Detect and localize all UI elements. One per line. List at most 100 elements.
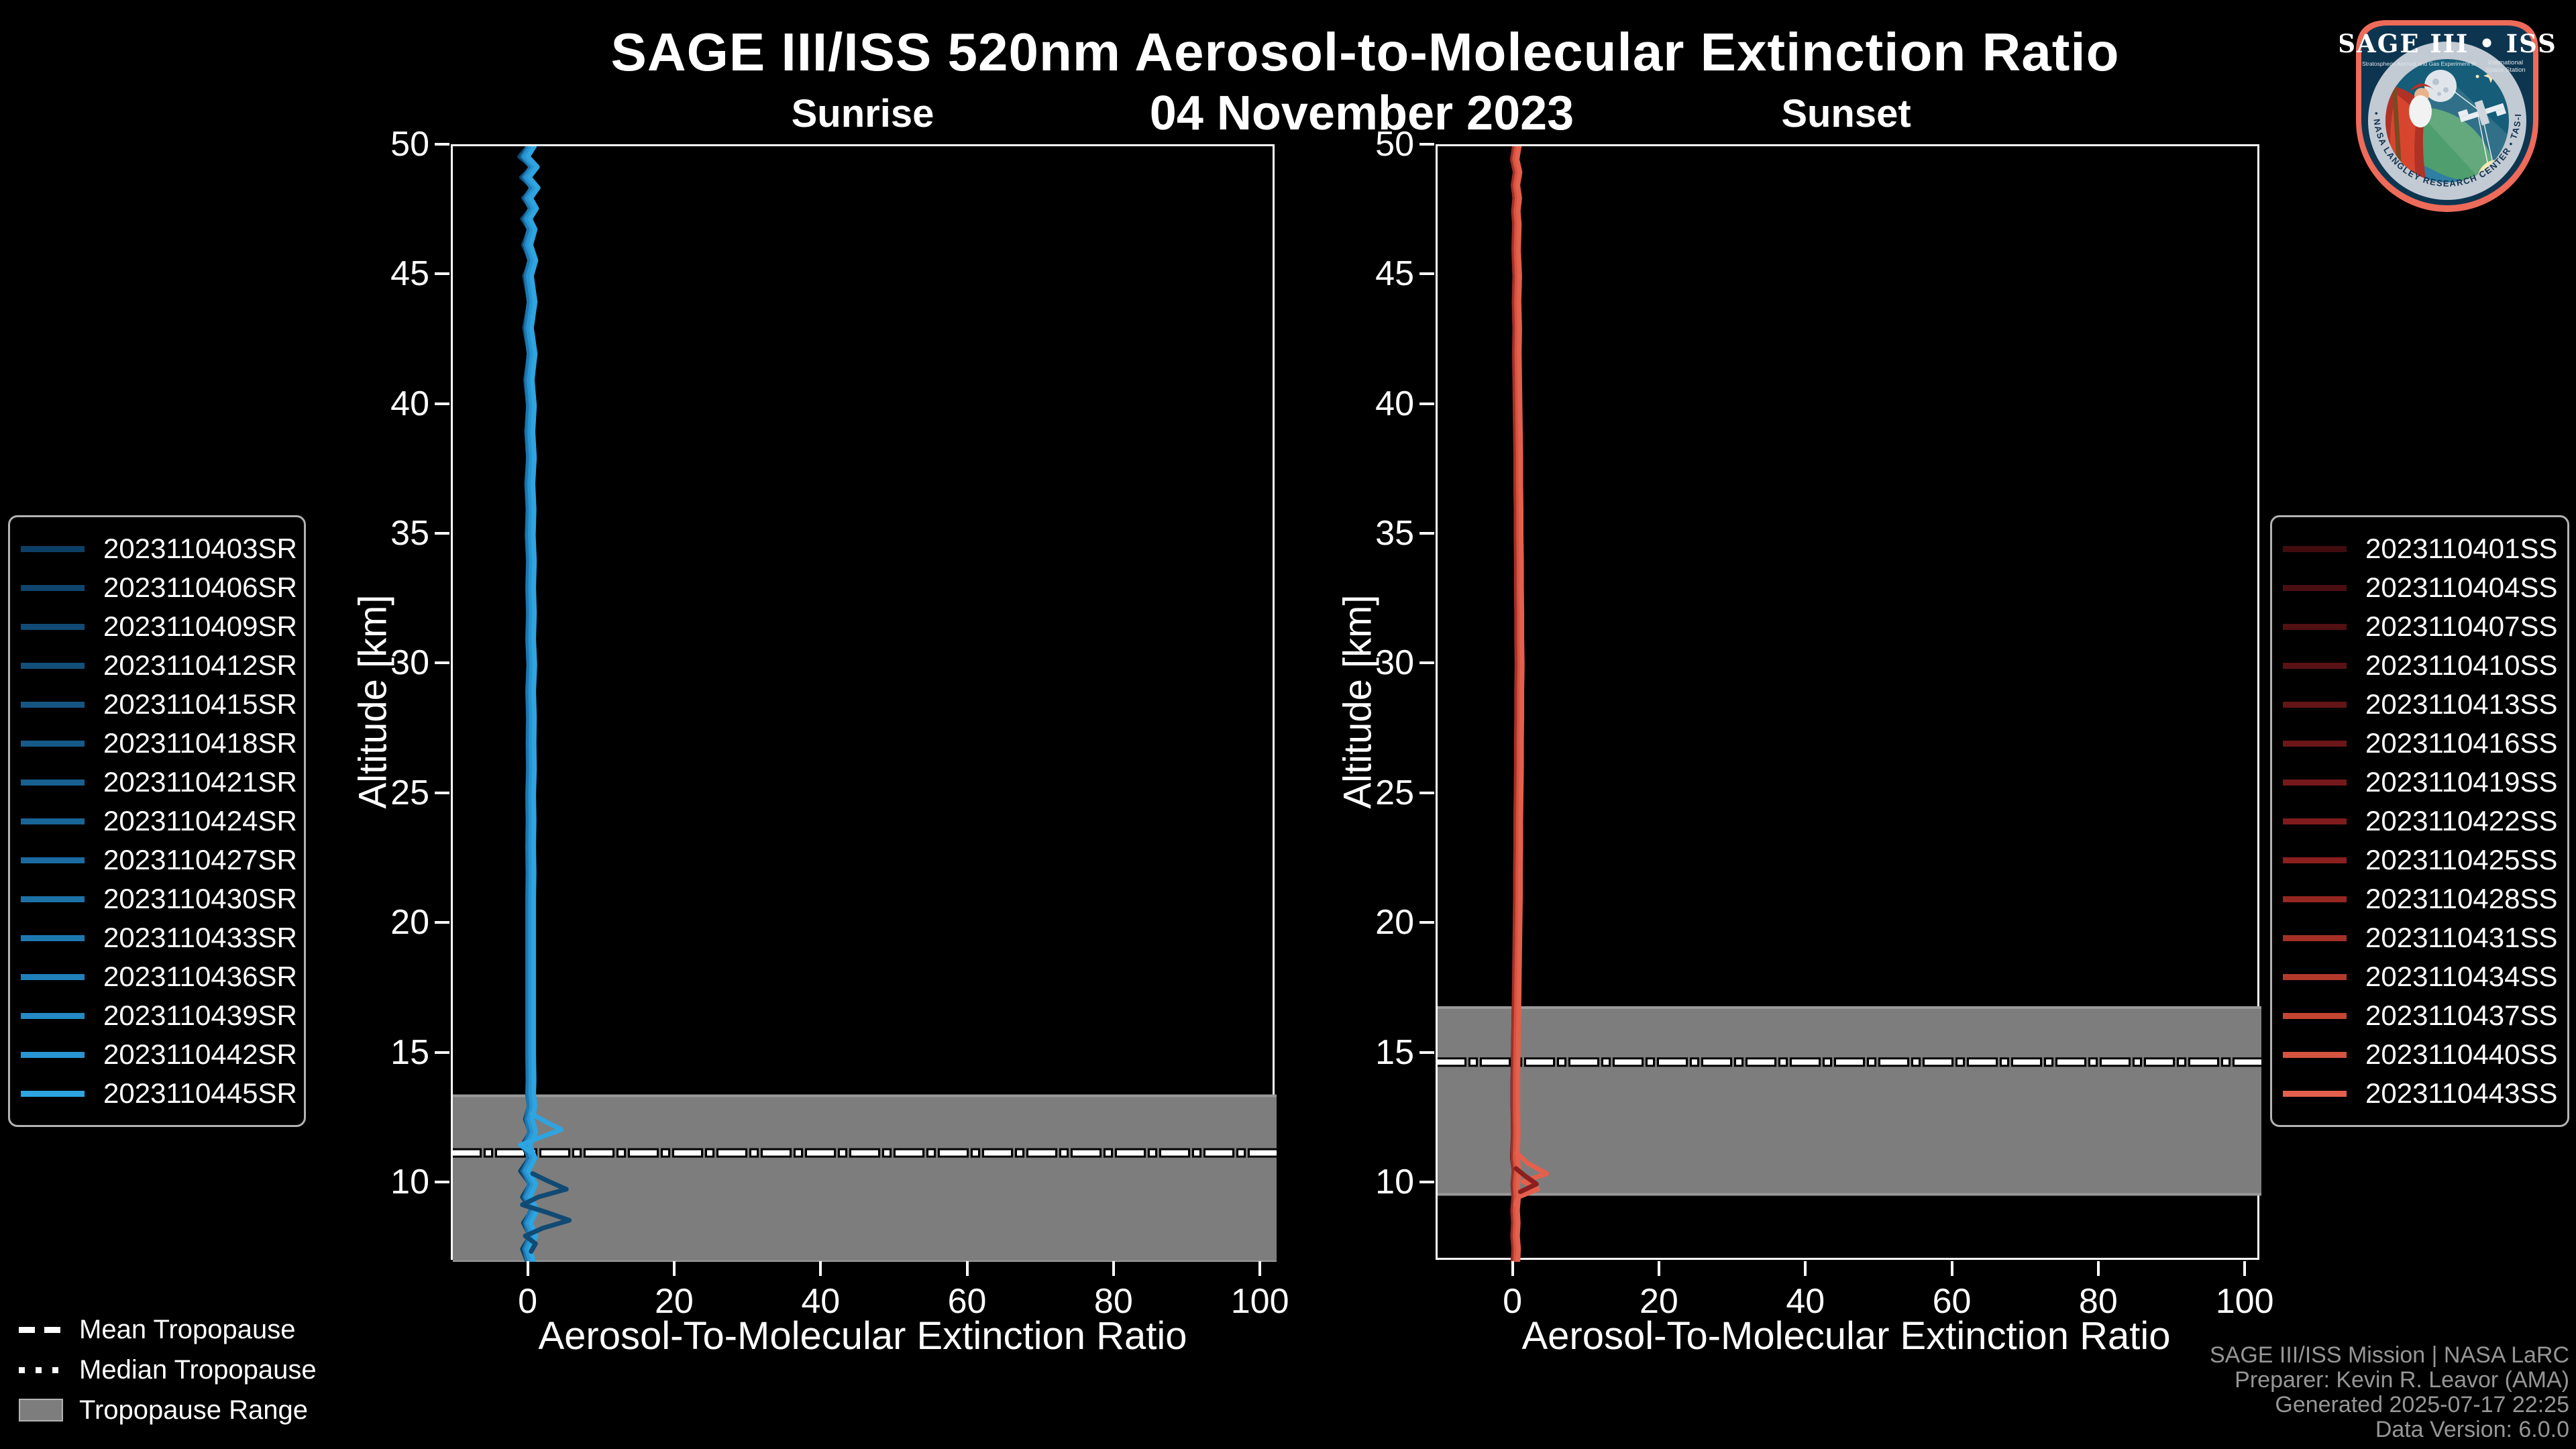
legend-item: 2023110419SS <box>2283 763 2567 802</box>
median-tropopause-label: Median Tropopause <box>79 1354 317 1385</box>
plot-canvas-sunrise <box>453 146 1277 1262</box>
profile-line-2023110443SS <box>1515 146 1525 1262</box>
legend-item: 2023110412SR <box>21 646 304 685</box>
profile-line-2023110440SS <box>1512 146 1522 1262</box>
y-tick-sunset-10 <box>1419 1180 1434 1183</box>
legend-label: 2023110418SR <box>103 727 297 759</box>
legend-label: 2023110409SR <box>103 610 297 642</box>
legend-swatch <box>21 1090 85 1097</box>
y-ticklabel-sunset-10: 10 <box>1375 1162 1414 1201</box>
y-tick-sunset-15 <box>1419 1051 1434 1054</box>
y-ticklabel-sunrise-15: 15 <box>390 1032 429 1072</box>
legend-item: 2023110427SR <box>21 841 304 879</box>
sage-iii-iss-logo: SAGE III • ISS Stratospheric Aerosol and… <box>2340 7 2555 212</box>
legend-label: 2023110431SS <box>2365 922 2558 953</box>
profile-anomaly-dark-branch-10km <box>1513 1166 1539 1195</box>
legend-label: 2023110413SS <box>2365 688 2558 720</box>
legend-swatch <box>2283 662 2347 669</box>
legend-item: 2023110437SS <box>2283 996 2567 1035</box>
x-ticklabel-sunrise-0: 0 <box>518 1282 538 1321</box>
legend-item-median-tropopause: Median Tropopause <box>19 1350 317 1390</box>
y-ticklabel-sunset-50: 50 <box>1375 125 1414 164</box>
tropopause-range-label: Tropopause Range <box>79 1395 308 1425</box>
y-ticklabel-sunset-20: 20 <box>1375 903 1414 943</box>
legend-item-tropopause-range: Tropopause Range <box>19 1390 317 1430</box>
x-ticklabel-sunrise-80: 80 <box>1093 1282 1133 1321</box>
legend-item: 2023110436SR <box>21 957 304 996</box>
legend-item: 2023110445SR <box>21 1074 304 1113</box>
y-tick-sunset-30 <box>1419 661 1434 665</box>
legend-label: 2023110443SS <box>2365 1077 2558 1109</box>
y-tick-sunrise-10 <box>435 1180 449 1183</box>
x-tick-sunrise-100 <box>1258 1261 1262 1276</box>
x-tick-sunrise-0 <box>526 1261 529 1276</box>
legend-label: 2023110424SR <box>103 805 297 837</box>
y-tick-sunrise-20 <box>435 921 449 924</box>
legend-item: 2023110428SS <box>2283 879 2567 918</box>
x-ticklabel-sunrise-40: 40 <box>801 1282 841 1321</box>
y-ticklabel-sunrise-20: 20 <box>390 903 429 943</box>
legend-swatch <box>21 740 85 747</box>
legend-swatch <box>2283 701 2347 708</box>
legend-item: 2023110434SS <box>2283 957 2567 996</box>
y-ticklabel-sunset-25: 25 <box>1375 773 1414 812</box>
legend-label: 2023110415SR <box>103 688 297 720</box>
x-tick-sunrise-80 <box>1112 1261 1115 1276</box>
tropopause-range-band <box>453 1094 1277 1262</box>
legend-item: 2023110418SR <box>21 724 304 763</box>
y-ticklabel-sunrise-10: 10 <box>390 1162 429 1201</box>
legend-swatch <box>2283 896 2347 902</box>
x-ticklabel-sunset-20: 20 <box>1640 1282 1678 1321</box>
legend-label: 2023110422SS <box>2365 805 2558 837</box>
legend-swatch <box>21 896 85 902</box>
profile-anomaly-salmon-branch-10km <box>1513 1150 1550 1208</box>
legend-item: 2023110424SR <box>21 802 304 841</box>
legend-swatch <box>2283 857 2347 863</box>
x-ticklabel-sunset-0: 0 <box>1503 1282 1523 1321</box>
x-tick-sunset-80 <box>2096 1261 2100 1276</box>
legend-item: 2023110440SS <box>2283 1035 2567 1074</box>
legend-item: 2023110407SS <box>2283 607 2567 646</box>
legend-swatch <box>2283 584 2347 591</box>
legend-label: 2023110412SR <box>103 649 297 681</box>
logo-subtitle-right-2: Space Station <box>2485 66 2525 74</box>
profile-anomaly-dark-zigzag-8-10km <box>520 1171 572 1254</box>
x-ticklabel-sunrise-60: 60 <box>947 1282 987 1321</box>
attribution-line-mission: SAGE III/ISS Mission | NASA LaRC <box>2209 1342 2569 1368</box>
legend-sunset: 2023110401SS 2023110404SS 2023110407SS 2023… <box>2270 515 2569 1127</box>
panel-title-sunset: Sunset <box>1781 92 1911 136</box>
y-ticklabel-sunrise-30: 30 <box>390 643 429 683</box>
legend-swatch <box>2283 934 2347 941</box>
y-tick-sunset-20 <box>1419 921 1434 924</box>
legend-item: 2023110442SR <box>21 1035 304 1074</box>
legend-label: 2023110410SS <box>2365 649 2558 681</box>
tropopause-range-swatch <box>19 1399 63 1421</box>
legend-swatch <box>2283 623 2347 630</box>
legend-label: 2023110434SS <box>2365 961 2558 992</box>
legend-item: 2023110430SR <box>21 879 304 918</box>
y-tick-sunset-45 <box>1419 272 1434 276</box>
y-ticklabel-sunset-35: 35 <box>1375 514 1414 553</box>
legend-swatch <box>2283 1012 2347 1019</box>
legend-label: 2023110442SR <box>103 1038 297 1070</box>
y-tick-sunset-25 <box>1419 791 1434 794</box>
plot-area-sunrise <box>451 144 1277 1262</box>
page-title: SAGE III/ISS 520nm Aerosol-to-Molecular … <box>610 22 2120 82</box>
legend-swatch <box>21 545 85 552</box>
x-tick-sunset-20 <box>1657 1261 1660 1276</box>
legend-swatch <box>2283 1090 2347 1097</box>
logo-subtitle-left: Stratospheric Aerosol and Gas Experiment… <box>2362 60 2476 67</box>
legend-swatch <box>2283 740 2347 747</box>
y-tick-sunset-40 <box>1419 402 1434 405</box>
mean-tropopause-swatch <box>19 1326 63 1333</box>
legend-item: 2023110404SS <box>2283 568 2567 607</box>
attribution-line-preparer: Preparer: Kevin R. Leavor (AMA) <box>2235 1367 2569 1393</box>
legend-swatch <box>21 973 85 980</box>
x-ticklabel-sunrise-100: 100 <box>1230 1282 1289 1321</box>
legend-label: 2023110428SS <box>2365 883 2558 914</box>
attribution-line-version: Data Version: 6.0.0 <box>2375 1417 2569 1442</box>
y-tick-sunrise-15 <box>435 1051 449 1054</box>
legend-swatch <box>2283 545 2347 552</box>
legend-item: 2023110443SS <box>2283 1074 2567 1113</box>
